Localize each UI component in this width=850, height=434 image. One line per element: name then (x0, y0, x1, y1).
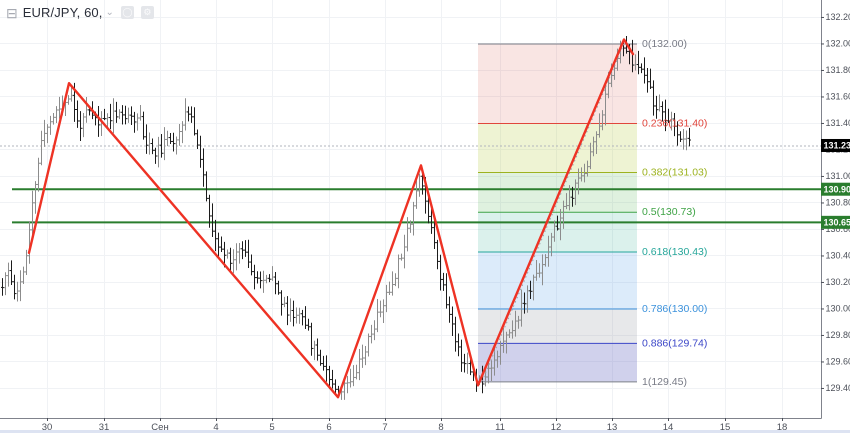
svg-text:0.236(131.40): 0.236(131.40) (642, 117, 707, 129)
svg-text:13: 13 (607, 422, 618, 433)
svg-text:130.90: 130.90 (824, 184, 850, 194)
svg-text:Сен: Сен (151, 422, 168, 433)
svg-text:0.5(130.73): 0.5(130.73) (642, 206, 696, 218)
chevron-down-icon[interactable]: ⌄ (105, 7, 114, 18)
svg-text:131.80: 131.80 (826, 65, 850, 75)
svg-text:131.00: 131.00 (826, 171, 850, 181)
svg-text:30: 30 (42, 422, 53, 433)
eye-icon[interactable]: ◯ (120, 6, 134, 19)
svg-text:7: 7 (382, 422, 387, 433)
svg-text:15: 15 (720, 422, 731, 433)
zigzag-trend-line[interactable] (27, 38, 635, 399)
svg-text:0(132.00): 0(132.00) (642, 38, 687, 50)
svg-text:130.60: 130.60 (826, 224, 850, 234)
svg-text:0.886(129.74): 0.886(129.74) (642, 337, 707, 349)
price-badges: 130.90 130.65 131.23 (821, 138, 850, 229)
svg-text:11: 11 (495, 422, 505, 433)
svg-text:129.60: 129.60 (826, 356, 850, 366)
svg-text:131.23: 131.23 (824, 141, 850, 151)
gear-icon[interactable]: ⚙ (140, 6, 154, 19)
svg-text:130.65: 130.65 (824, 218, 850, 228)
svg-text:129.40: 129.40 (826, 383, 850, 393)
svg-text:130.20: 130.20 (826, 277, 850, 287)
svg-text:130.80: 130.80 (826, 197, 850, 207)
time-axis[interactable]: 30 31 Сен 4 5 6 7 8 11 12 13 14 15 18 (42, 418, 788, 433)
svg-text:14: 14 (663, 422, 674, 433)
bottom-divider (0, 430, 850, 433)
svg-text:132.00: 132.00 (826, 38, 850, 48)
svg-text:0.618(130.43): 0.618(130.43) (642, 246, 707, 258)
svg-text:130.40: 130.40 (826, 250, 850, 260)
svg-text:31: 31 (99, 422, 110, 433)
fib-retracement (478, 43, 637, 383)
svg-text:4: 4 (213, 422, 218, 433)
svg-text:1(129.45): 1(129.45) (642, 376, 687, 388)
axes (0, 0, 822, 419)
price-axis[interactable]: 132.20132.00131.80131.60131.40131.20131.… (821, 12, 850, 393)
svg-text:0.382(131.03): 0.382(131.03) (642, 166, 707, 178)
svg-text:18: 18 (777, 422, 788, 433)
svg-text:129.80: 129.80 (826, 330, 850, 340)
grid-lines (0, 0, 821, 418)
svg-text:0.786(130.00): 0.786(130.00) (642, 303, 707, 315)
svg-text:131.40: 131.40 (826, 118, 850, 128)
symbol-title[interactable]: EUR/JPY, 60, (22, 5, 103, 20)
svg-text:8: 8 (438, 422, 443, 433)
collapse-icon[interactable]: ⊟ (6, 4, 18, 21)
svg-text:130.00: 130.00 (826, 303, 850, 313)
legend: ⊟ EUR/JPY, 60, ⌄ ◯ ⚙ (6, 5, 154, 20)
svg-text:6: 6 (326, 422, 331, 433)
svg-text:131.60: 131.60 (826, 91, 850, 101)
fib-labels: 0(132.00) 0.236(131.40) 0.382(131.03) 0.5(1… (642, 38, 707, 388)
svg-text:5: 5 (269, 422, 274, 433)
candles (1, 36, 691, 400)
svg-text:12: 12 (551, 422, 562, 433)
svg-text:132.20: 132.20 (826, 12, 850, 22)
